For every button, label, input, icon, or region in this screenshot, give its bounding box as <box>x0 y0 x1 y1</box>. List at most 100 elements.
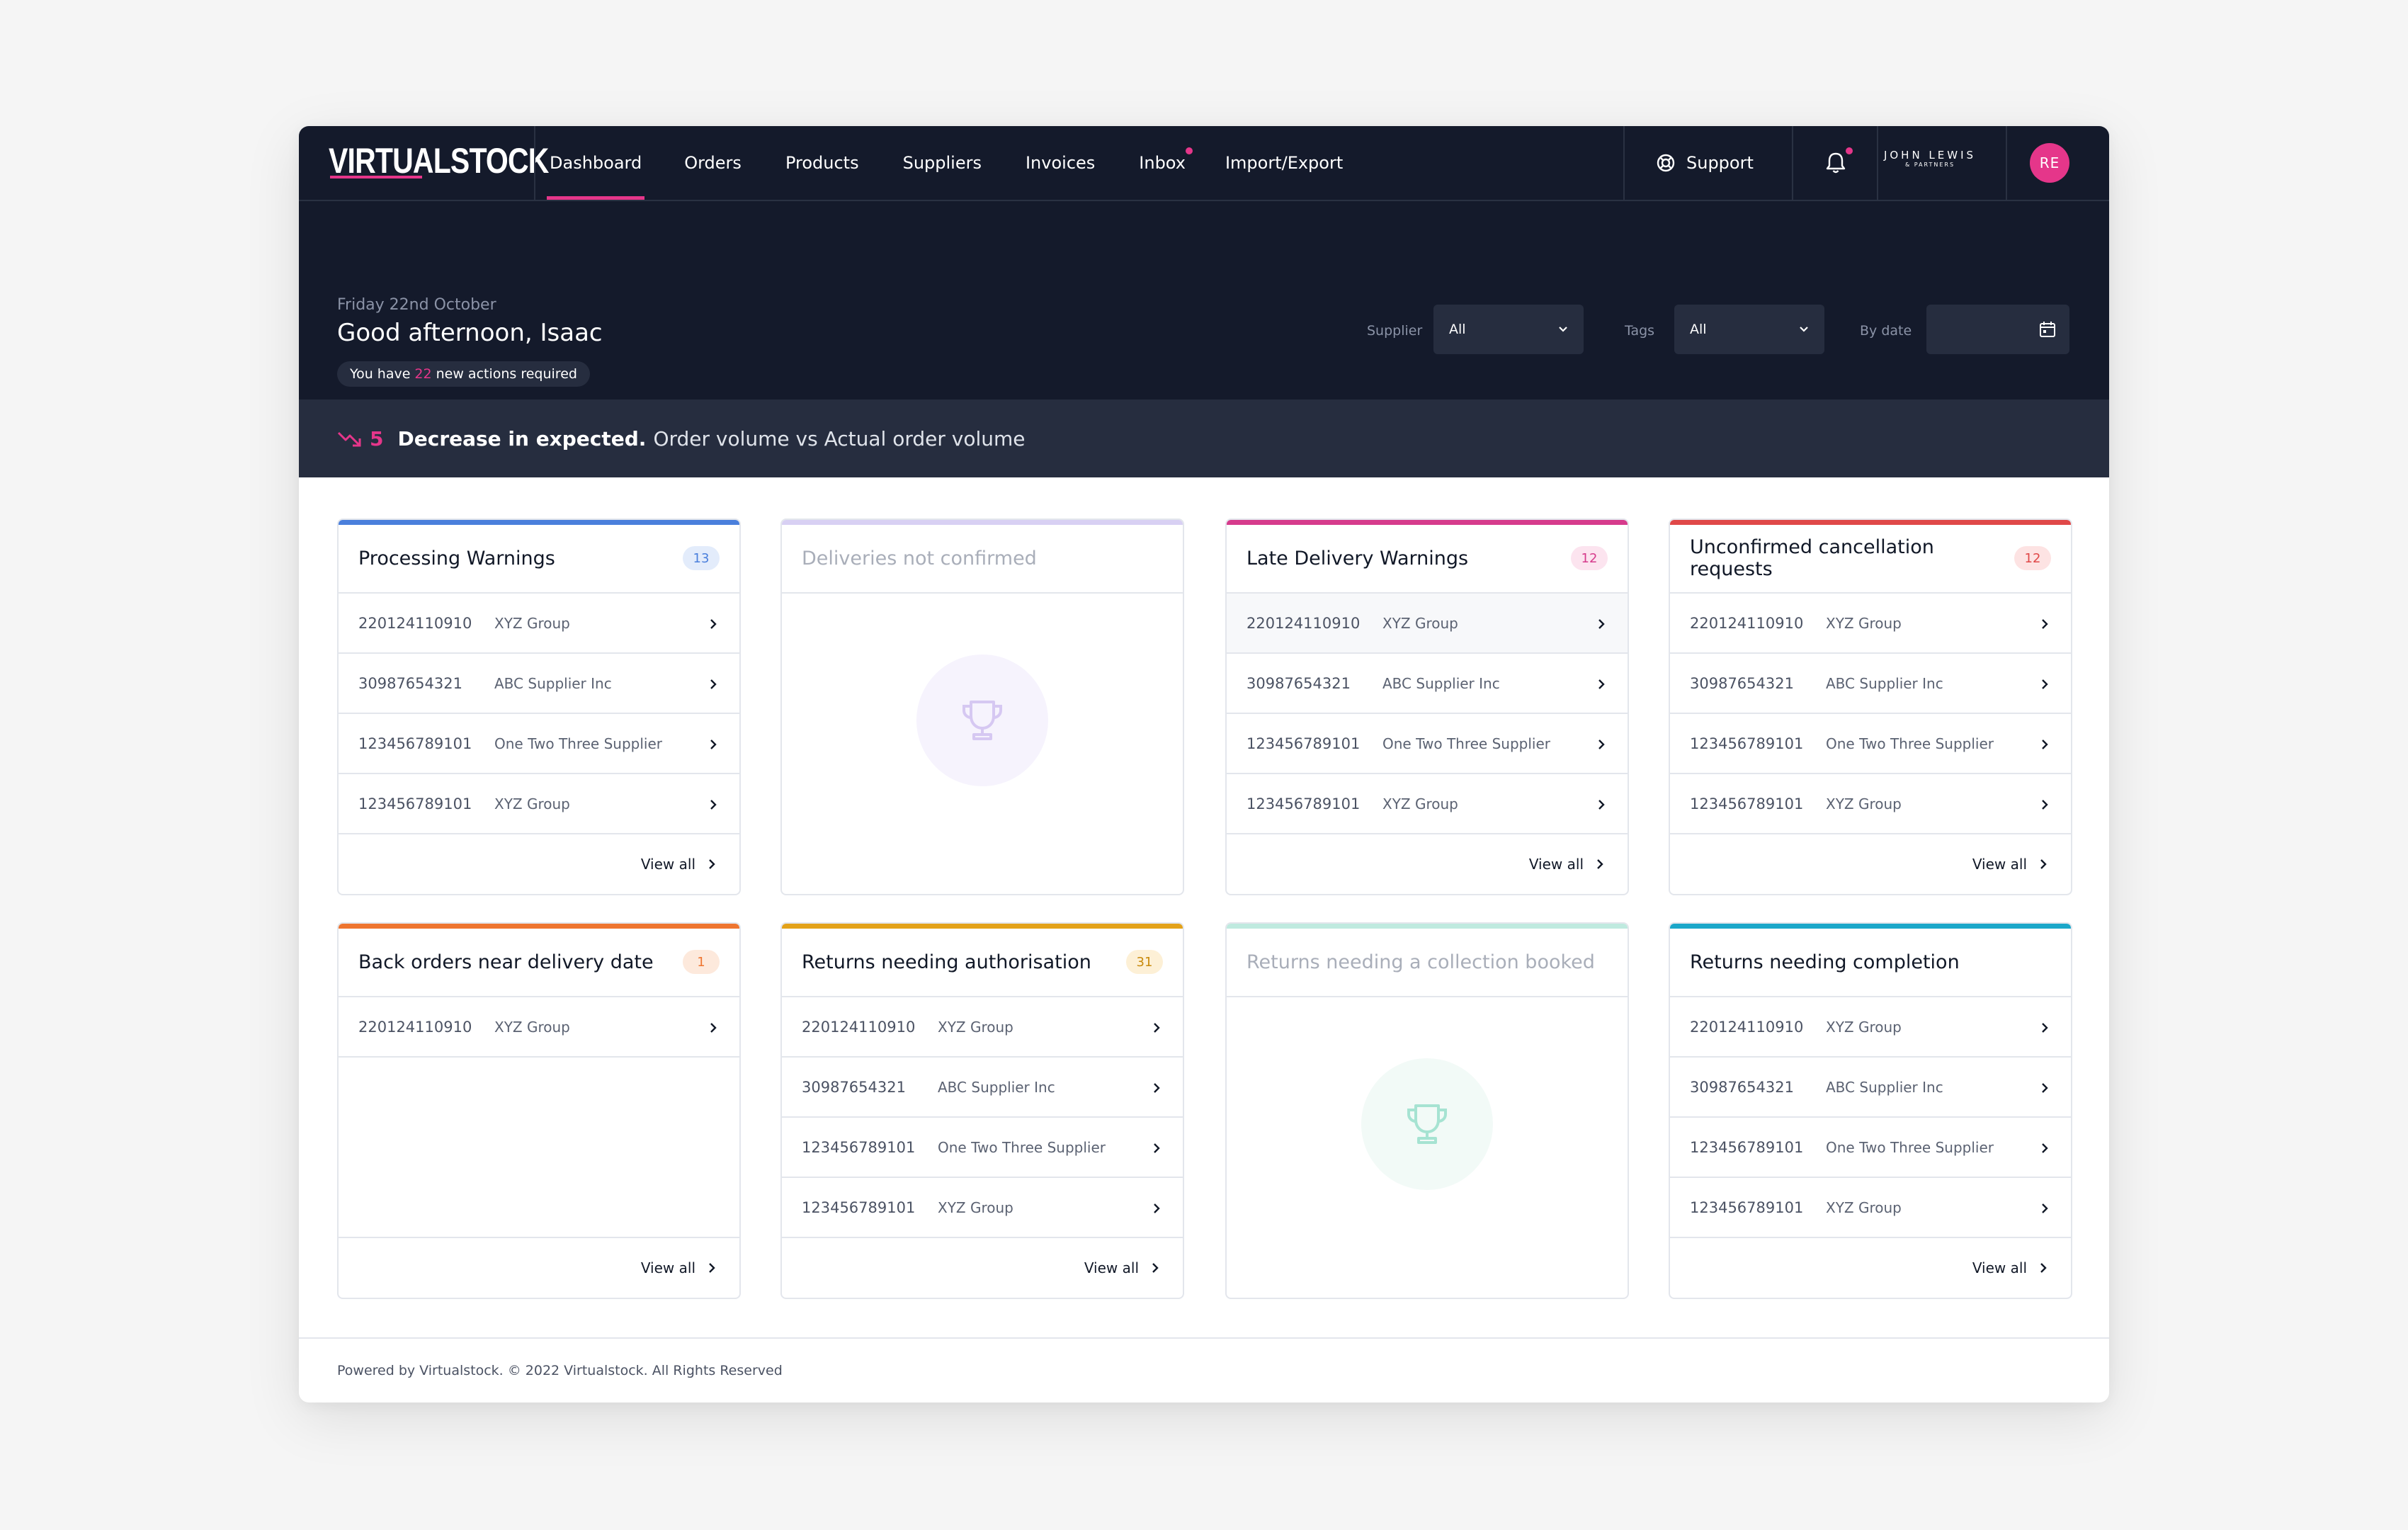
order-row[interactable]: 30987654321 ABC Supplier Inc <box>339 654 739 714</box>
nav-item-label: Import/Export <box>1225 153 1344 173</box>
tags-select[interactable]: All <box>1674 305 1824 354</box>
card-accent-bar <box>1227 924 1628 929</box>
order-row[interactable]: 30987654321 ABC Supplier Inc <box>1670 1058 2071 1118</box>
card-accent-bar <box>339 520 739 525</box>
order-id: 123456789101 <box>358 735 472 752</box>
partner-logo: JOHN LEWIS & PARTNERS <box>1877 149 1983 169</box>
order-row[interactable]: 123456789101 XYZ Group <box>339 774 739 834</box>
card-header: Processing Warnings 13 <box>339 520 739 594</box>
order-row[interactable]: 123456789101 One Two Three Supplier <box>1670 1118 2071 1178</box>
nav-item-invoices[interactable]: Invoices <box>1026 126 1095 200</box>
card-header: Returns needing a collection booked <box>1227 924 1628 997</box>
order-row[interactable]: 220124110910 XYZ Group <box>1670 594 2071 654</box>
chevron-right-icon <box>1154 1203 1160 1213</box>
stat-description: Order volume vs Actual order volume <box>653 426 1026 450</box>
order-row[interactable]: 30987654321 ABC Supplier Inc <box>782 1058 1183 1118</box>
view-all-link[interactable]: View all <box>782 1237 1183 1298</box>
order-id: 123456789101 <box>802 1138 916 1156</box>
view-all-link[interactable]: View all <box>1227 833 1628 894</box>
nav-item-inbox[interactable]: Inbox <box>1139 126 1193 200</box>
card-title: Late Delivery Warnings <box>1246 547 1469 570</box>
chevron-right-icon <box>1152 1263 1159 1273</box>
nav-item-dashboard[interactable]: Dashboard <box>547 126 645 200</box>
bell-icon[interactable] <box>1822 149 1850 177</box>
supplier-name: XYZ Group <box>938 1198 1013 1216</box>
order-id: 123456789101 <box>1246 735 1361 752</box>
greeting: Good afternoon, Isaac <box>337 319 603 347</box>
order-row[interactable]: 220124110910 XYZ Group <box>782 997 1183 1058</box>
order-id: 123456789101 <box>1690 795 1804 812</box>
order-row[interactable]: 220124110910 XYZ Group <box>1670 997 2071 1058</box>
calendar-icon <box>2040 322 2055 337</box>
order-row[interactable]: 123456789101 XYZ Group <box>1670 774 2071 834</box>
logo-underline <box>330 176 422 178</box>
order-id: 123456789101 <box>1246 795 1361 812</box>
order-row[interactable]: 220124110910 XYZ Group <box>339 594 739 654</box>
support-link[interactable]: Support <box>1655 126 1754 200</box>
chevron-right-icon <box>709 1263 715 1273</box>
card-title: Processing Warnings <box>358 547 555 570</box>
tags-filter-label: Tags <box>1625 323 1655 339</box>
view-all-link[interactable]: View all <box>1670 833 2071 894</box>
order-row[interactable]: 123456789101 One Two Three Supplier <box>1227 714 1628 774</box>
nav-item-suppliers[interactable]: Suppliers <box>903 126 982 200</box>
count-badge: 1 <box>683 950 720 974</box>
supplier-name: XYZ Group <box>1382 614 1458 632</box>
chevron-right-icon <box>710 740 717 749</box>
view-all-link[interactable]: View all <box>339 1237 739 1298</box>
order-row[interactable]: 220124110910 XYZ Group <box>1227 594 1628 654</box>
user-avatar[interactable]: RE <box>2030 143 2069 183</box>
nav-item-label: Dashboard <box>550 153 642 173</box>
chevron-right-icon <box>1598 619 1605 629</box>
supplier-select-value: All <box>1449 322 1466 337</box>
chevron-right-icon <box>1597 859 1603 869</box>
chevron-right-icon <box>2042 679 2048 689</box>
order-row[interactable]: 123456789101 One Two Three Supplier <box>782 1118 1183 1178</box>
supplier-name: XYZ Group <box>1382 795 1458 812</box>
chevron-right-icon <box>710 800 717 810</box>
actions-required-pill[interactable]: You have 22 new actions required <box>337 361 590 387</box>
count-badge: 12 <box>1571 546 1608 570</box>
supplier-name: XYZ Group <box>1826 1018 1902 1036</box>
chevron-right-icon <box>710 679 717 689</box>
current-date: Friday 22nd October <box>337 296 496 314</box>
card-accent-bar <box>782 924 1183 929</box>
view-all-link[interactable]: View all <box>1670 1237 2071 1298</box>
card-accent-bar <box>1227 520 1628 525</box>
order-id: 220124110910 <box>358 1018 472 1036</box>
order-row[interactable]: 123456789101 XYZ Group <box>1670 1178 2071 1238</box>
support-label: Support <box>1686 153 1754 173</box>
tags-select-value: All <box>1690 322 1707 337</box>
dashboard-card-late-delivery-warnings: Late Delivery Warnings 12 220124110910 XYZ … <box>1225 518 1629 895</box>
nav-item-import-export[interactable]: Import/Export <box>1225 126 1343 200</box>
date-filter-label: By date <box>1860 323 1912 339</box>
nav-divider <box>1623 126 1625 200</box>
nav-item-products[interactable]: Products <box>785 126 859 200</box>
order-row[interactable]: 30987654321 ABC Supplier Inc <box>1670 654 2071 714</box>
chevron-down-icon <box>1559 327 1567 332</box>
date-picker[interactable] <box>1926 305 2069 354</box>
dashboard-card-back-orders-near-delivery-date: Back orders near delivery date 1 220124110… <box>337 922 741 1299</box>
nav-item-orders[interactable]: Orders <box>684 126 742 200</box>
order-id: 30987654321 <box>1246 674 1351 692</box>
order-row[interactable]: 123456789101 One Two Three Supplier <box>339 714 739 774</box>
count-badge: 12 <box>2014 546 2051 570</box>
supplier-select[interactable]: All <box>1433 305 1584 354</box>
card-title: Back orders near delivery date <box>358 951 654 973</box>
order-row[interactable]: 123456789101 XYZ Group <box>782 1178 1183 1238</box>
card-header: Late Delivery Warnings 12 <box>1227 520 1628 594</box>
order-row[interactable]: 30987654321 ABC Supplier Inc <box>1227 654 1628 714</box>
order-id: 123456789101 <box>1690 735 1804 752</box>
view-all-link[interactable]: View all <box>339 833 739 894</box>
order-row[interactable]: 220124110910 XYZ Group <box>339 997 739 1058</box>
order-id: 220124110910 <box>358 614 472 632</box>
chevron-right-icon <box>2042 619 2048 629</box>
order-id: 220124110910 <box>802 1018 916 1036</box>
count-badge: 13 <box>683 546 720 570</box>
order-row[interactable]: 123456789101 XYZ Group <box>1227 774 1628 834</box>
nav-item-label: Products <box>785 153 859 173</box>
chevron-right-icon <box>2042 1083 2048 1093</box>
virtualstock-logo[interactable]: VIRTUALSTOCK <box>329 141 549 181</box>
chevron-right-icon <box>2042 1023 2048 1033</box>
order-row[interactable]: 123456789101 One Two Three Supplier <box>1670 714 2071 774</box>
